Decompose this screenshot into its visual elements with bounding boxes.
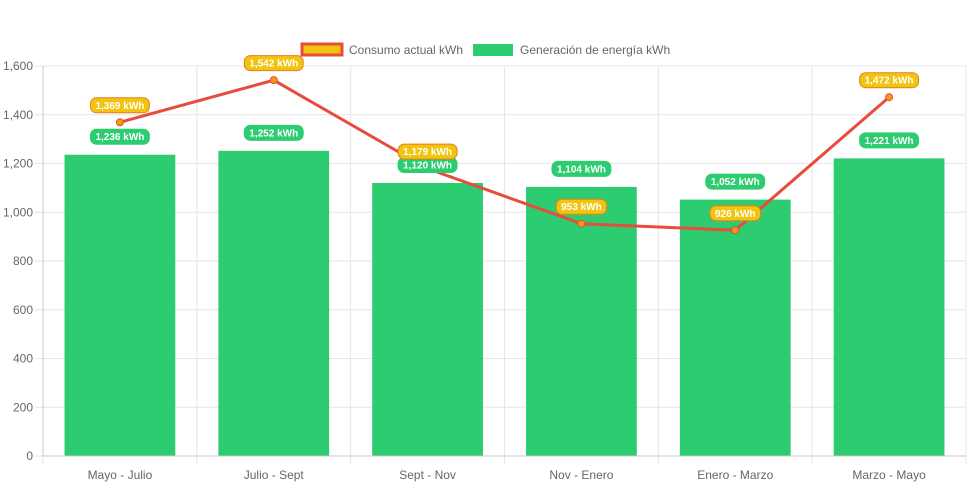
generation-data-label-box [89,128,150,145]
consumption-data-label: 1,472 kWh [859,72,920,89]
consumption-data-label-box [397,143,458,160]
consumption-data-label-text: 1,369 kWh [95,101,144,112]
y-tick-label: 1,400 [3,108,33,122]
generation-data-label-text: 1,120 kWh [403,161,452,172]
generation-bar [218,150,330,456]
legend-label-generation: Generación de energía kWh [520,43,670,57]
generation-data-label-box [859,132,920,149]
y-tick-label: 1,200 [3,157,33,171]
consumption-data-label: 953 kWh [555,198,608,215]
consumption-data-label-box [89,97,150,114]
x-tick-label: Marzo - Mayo [852,468,926,482]
y-tick-label: 800 [13,254,33,268]
consumption-data-label-text: 953 kWh [561,202,602,213]
x-tick-label: Sept - Nov [399,468,456,482]
axes: 0 200 400 600 800 1,000 1,200 1,400 1,600 Mayo - … [3,59,966,482]
legend[interactable]: Consumo actual kWh Generación de energía … [300,42,670,57]
consumption-data-label-text: 926 kWh [715,209,756,220]
legend-swatch-consumption [300,42,344,57]
consumption-data-label-text: 1,179 kWh [403,147,452,158]
legend-swatch-generation [473,44,514,56]
consumption-data-label-box [555,198,608,215]
x-tick-label: Nov - Enero [549,468,613,482]
generation-data-label: 1,221 kWh [859,132,920,149]
generation-data-label-text: 1,104 kWh [557,164,606,175]
consumption-data-label: 1,179 kWh [397,143,458,160]
consumption-point [115,118,124,127]
consumption-data-label-text: 1,472 kWh [865,76,914,87]
legend-item-generation[interactable]: Generación de energía kWh [473,43,670,57]
consumption-line [119,78,891,232]
y-tick-label: 200 [13,400,33,414]
bar-series [64,150,945,456]
legend-label-consumption: Consumo actual kWh [349,43,463,57]
generation-data-label: 1,052 kWh [705,173,766,190]
consumption-point [577,219,586,228]
consumption-data-label-box [859,72,920,89]
generation-data-label: 1,104 kWh [551,160,612,177]
y-tick-label: 0 [26,449,33,463]
line-series [115,76,894,235]
y-tick-label: 400 [13,352,33,366]
data-labels: 1,236 kWh 1,252 kWh 1,120 kWh 1,104 kWh 1,05… [89,55,920,222]
generation-data-label-text: 1,052 kWh [711,177,760,188]
y-tick-label: 1,600 [3,59,33,73]
generation-data-label-box [705,173,766,190]
consumption-data-label-box [709,205,762,222]
consumption-data-label: 1,542 kWh [243,55,304,72]
generation-data-label-box [243,124,304,141]
y-tick-label: 1,000 [3,205,33,219]
consumption-point [269,76,278,85]
generation-data-label-text: 1,236 kWh [95,132,144,143]
consumption-data-label-box [243,55,304,72]
consumption-point [731,226,740,235]
consumption-data-label-text: 1,542 kWh [249,59,298,70]
generation-data-label: 1,236 kWh [89,128,150,145]
generation-data-label-text: 1,252 kWh [249,128,298,139]
generation-data-label-box [551,160,612,177]
y-tick-label: 600 [13,303,33,317]
consumption-data-label: 1,369 kWh [89,97,150,114]
x-tick-label: Mayo - Julio [88,468,153,482]
generation-bar [833,158,945,456]
generation-data-label: 1,252 kWh [243,124,304,141]
generation-data-label-text: 1,221 kWh [865,136,914,147]
legend-item-consumption[interactable]: Consumo actual kWh [300,42,463,57]
grid-lines [42,65,967,464]
generation-bar [526,186,637,456]
generation-data-label: 1,120 kWh [397,157,458,173]
x-tick-label: Enero - Marzo [697,468,773,482]
generation-bar [64,154,176,456]
x-tick-label: Julio - Sept [244,468,305,482]
generation-bar [372,183,483,456]
consumption-data-label: 926 kWh [709,205,762,222]
consumption-point [885,93,894,102]
generation-bar [679,199,791,456]
